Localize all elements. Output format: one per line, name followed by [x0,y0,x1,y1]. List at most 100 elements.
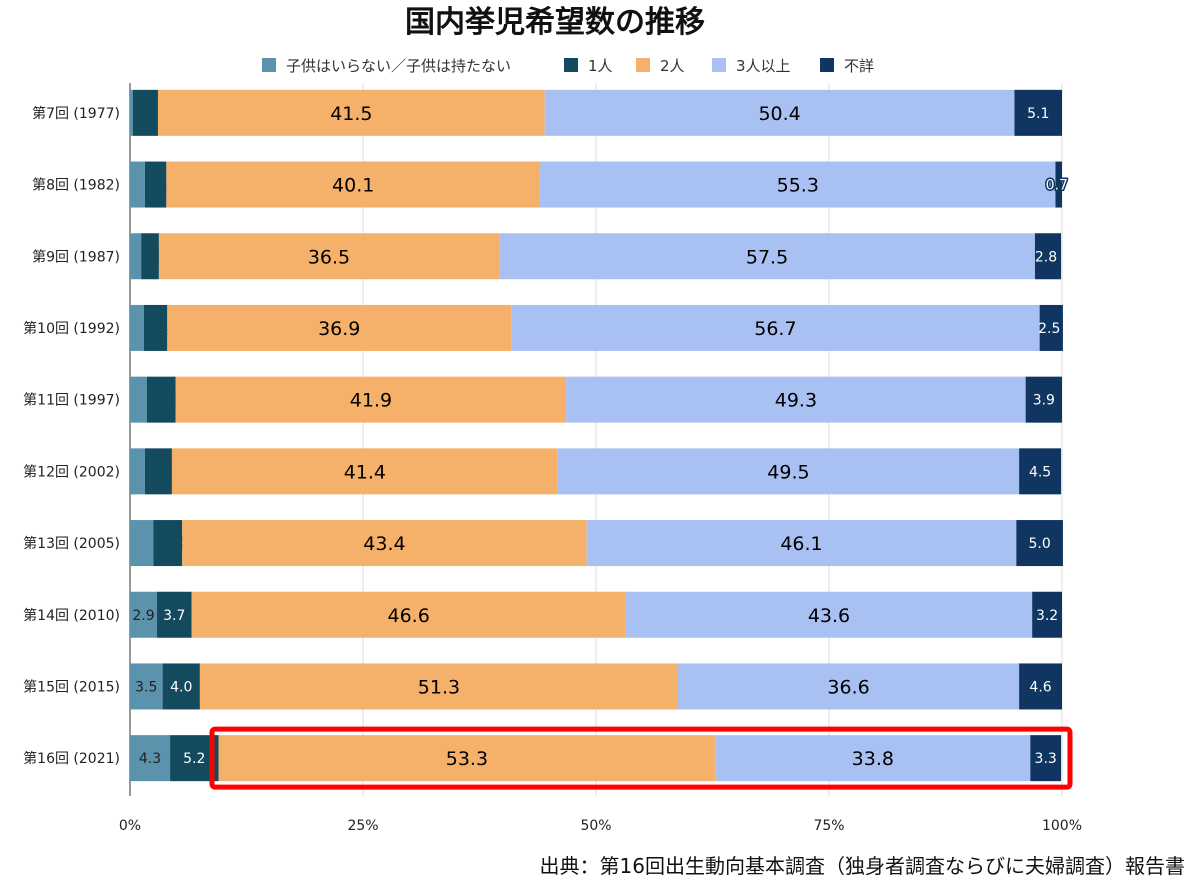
bar-segment [171,448,558,495]
bar-segment [132,89,158,136]
legend-swatch [636,58,650,72]
bar-segment [153,520,183,567]
data-label: 46.1 [780,533,822,555]
category-label: 第14回 (2010) [23,607,120,624]
bar-segment [586,520,1017,567]
data-label: 49.5 [767,461,809,483]
data-label: 36.9 [318,318,360,340]
legend-label: 不詳 [844,57,874,75]
data-label: 5.0 [1028,536,1050,552]
data-label: 3.5 [135,679,157,695]
bar-segment [1032,591,1062,638]
bar-segment [678,663,1020,710]
data-label: 55.3 [777,175,819,197]
legend-swatch [712,58,726,72]
bar-segment [182,520,587,567]
category-label: 第13回 (2005) [23,535,120,552]
highlight-box [209,726,1073,790]
x-tick-label: 25% [347,818,378,834]
data-label: 41.4 [344,461,386,483]
bar-segment [167,304,512,351]
bar-segment [499,233,1035,280]
data-label: 40.1 [332,175,374,197]
bar-segment [540,161,1056,208]
data-label: 2.9 [132,608,154,624]
x-tick-label: 100% [1042,818,1082,834]
bar-segment [143,304,168,351]
data-label: 5.1 [1027,106,1049,122]
bar-segment [191,591,626,638]
bar-segment [130,89,133,136]
bar-segment [166,161,541,208]
bar-segment [157,591,192,638]
data-label: 3.2 [1036,608,1058,624]
data-label: 49.3 [775,390,817,412]
bar-segment [144,448,172,495]
bar-segment [218,735,716,782]
category-label: 第10回 (1992) [23,320,120,337]
data-label: 2.5 [1038,321,1060,337]
bar-segment [162,663,200,710]
bar-segment [130,520,154,567]
bar-segment [141,233,159,280]
data-label: 4.5 [1029,464,1051,480]
category-label: 第15回 (2015) [23,678,120,695]
data-label: 50.4 [758,103,800,125]
data-label: 36.6 [827,676,869,698]
legend-swatch [820,58,834,72]
bar-segment [199,663,679,710]
bar-segment [130,448,145,495]
data-label: 56.7 [754,318,796,340]
bar-segment [130,663,163,710]
chart-title: 国内挙児希望数の推移 [405,5,705,40]
bar-segment [157,89,545,136]
data-label: 57.5 [746,246,788,268]
bar-segment [1030,735,1062,782]
legend-swatch [564,58,578,72]
category-label: 第9回 (1987) [32,248,120,265]
bar-segment [544,89,1015,136]
category-label: 第7回 (1977) [32,105,120,122]
data-label: 2.8 [1035,249,1057,265]
bar-segment [130,735,171,782]
legend-label: 3人以上 [736,57,791,75]
bar-segment [1039,304,1063,351]
data-label: 43.4 [363,533,405,555]
bar-segment [511,304,1040,351]
data-label: 4.3 [139,751,161,767]
data-label: 41.5 [330,103,372,125]
bar-segment [130,591,158,638]
bar-segment [175,376,567,423]
data-label: 0.7 [1046,178,1068,194]
source-note: 出典：第16回出生動向基本調査（独身者調査ならびに夫婦調査）報告書 [540,854,1185,878]
bar-segment [566,376,1026,423]
legend: 子供はいらない／子供は持たない 1人 2人 3人以上 不詳 [262,57,874,75]
category-label: 第8回 (1982) [32,177,120,194]
x-tick-label: 0% [119,818,141,834]
bar-segment [130,161,145,208]
legend-label: 1人 [588,57,613,75]
bar-segment [144,161,167,208]
data-label: 3.9 [1033,393,1055,409]
legend-swatch [262,58,276,72]
bar-segment [625,591,1033,638]
x-axis: 0% 25% 50% 75% 100% [119,818,1082,834]
bar-segment [1025,376,1062,423]
bar-segment [130,233,142,280]
bar-segment [1016,520,1063,567]
data-label: 53.3 [446,748,488,770]
bar-segment [1019,663,1062,710]
data-label: 5.2 [183,751,205,767]
category-label: 第16回 (2021) [23,750,120,767]
bar-segment [130,304,144,351]
data-label: 41.9 [350,390,392,412]
bar-segment [715,735,1031,782]
data-label: 4.6 [1029,679,1051,695]
data-label: 3.7 [163,608,185,624]
bar-segment [1014,89,1062,136]
bar-segment [1034,233,1062,280]
data-label: 33.8 [852,748,894,770]
data-label: 4.0 [170,679,192,695]
